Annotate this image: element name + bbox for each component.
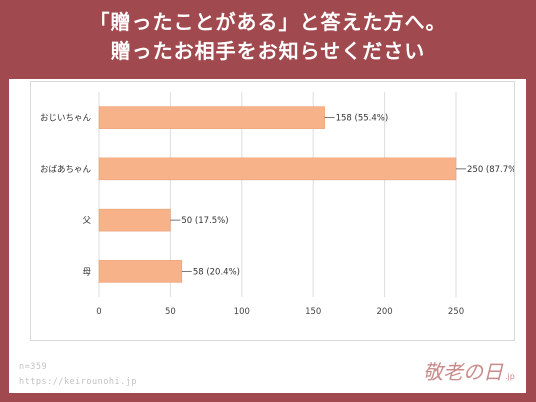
x-tick-label: 150 xyxy=(305,307,321,317)
page-title-line-2: 贈ったお相手をお知らせください xyxy=(110,39,426,63)
logo-suffix: .jp xyxy=(505,372,515,381)
category-label: おばあちゃん xyxy=(40,165,92,175)
x-tick-label: 250 xyxy=(448,307,464,317)
logo-text: 敬老の日 xyxy=(423,360,504,384)
category-label: おじいちゃん xyxy=(40,114,92,124)
data-label: 250 (87.7% xyxy=(467,165,514,175)
content-panel: 0 50 100 150 200 250 おじいちゃん 158 (55.4%) おばあちゃん 25… xyxy=(9,79,526,393)
x-tick-label: 200 xyxy=(376,307,392,317)
chart-container: 0 50 100 150 200 250 おじいちゃん 158 (55.4%) おばあちゃん 25… xyxy=(30,81,516,341)
category-label: 母 xyxy=(82,267,91,277)
sample-size: n=359 xyxy=(19,362,48,372)
page-title-line-1: 「贈ったことがある」と答えた方へ。 xyxy=(89,10,447,34)
category-label: 父 xyxy=(82,216,91,226)
header: 「贈ったことがある」と答えた方へ。 贈ったお相手をお知らせください xyxy=(0,0,536,76)
source-url: https://keirounohi.jp xyxy=(19,377,137,387)
bar xyxy=(98,106,325,129)
bar xyxy=(98,208,171,232)
x-tick-label: 0 xyxy=(96,307,101,317)
x-tick-label: 100 xyxy=(234,307,250,317)
bar-chart: 0 50 100 150 200 250 おじいちゃん 158 (55.4%) おばあちゃん 25… xyxy=(40,92,516,317)
bar xyxy=(98,157,457,181)
data-label: 50 (17.5%) xyxy=(181,216,228,226)
site-logo: 敬老の日 .jp xyxy=(423,360,515,384)
data-label: 58 (20.4%) xyxy=(193,267,240,277)
bar xyxy=(98,260,183,283)
data-label: 158 (55.4%) xyxy=(336,114,389,124)
x-tick-label: 50 xyxy=(165,307,176,317)
